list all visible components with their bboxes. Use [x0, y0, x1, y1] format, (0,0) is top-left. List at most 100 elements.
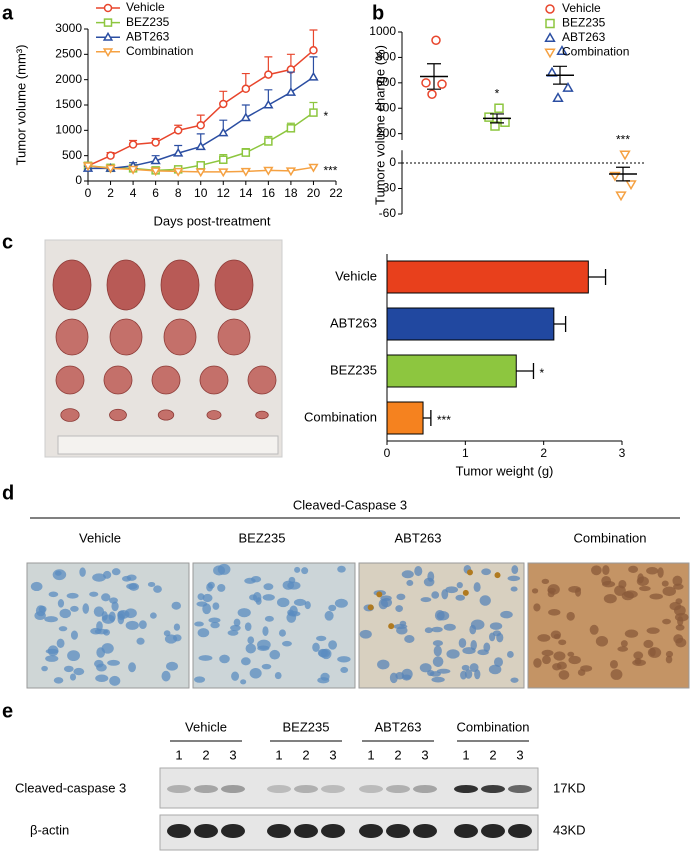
nucleus: [194, 676, 206, 683]
nucleus: [414, 565, 423, 577]
nucleus: [657, 567, 664, 578]
nucleus: [541, 649, 554, 657]
nucleus: [212, 602, 220, 610]
nucleus: [489, 632, 496, 642]
significance: *: [323, 109, 328, 123]
nucleus: [44, 616, 58, 623]
marker: [195, 168, 206, 178]
group-label: Vehicle: [185, 719, 227, 734]
band: [294, 785, 318, 793]
y-tick-label: -30: [379, 181, 397, 195]
nucleus: [318, 649, 331, 658]
nucleus: [94, 628, 109, 635]
y-tick-label: 1000: [55, 123, 82, 137]
nucleus: [603, 594, 617, 604]
x-axis-label: Tumor weight (g): [456, 463, 554, 478]
nucleus: [542, 655, 551, 665]
ruler: [57, 435, 279, 455]
nucleus: [213, 565, 226, 576]
nucleus: [241, 657, 251, 666]
panel-label: a: [2, 2, 14, 24]
nucleus: [441, 589, 449, 600]
band: [508, 785, 532, 793]
x-tick-label: 10: [194, 186, 208, 200]
nucleus: [227, 630, 239, 636]
nucleus: [96, 663, 107, 672]
marker: [102, 31, 114, 41]
nucleus: [628, 565, 639, 573]
marker: [195, 141, 206, 151]
y-tick-label: 2500: [55, 47, 82, 61]
y-tick-label: 0: [75, 173, 82, 187]
marker: [545, 18, 555, 29]
nucleus: [117, 613, 125, 625]
marker: [102, 48, 114, 58]
nucleus: [633, 651, 644, 660]
size-label: 43KD: [553, 822, 586, 837]
nucleus: [649, 647, 656, 657]
nucleus: [424, 627, 433, 634]
legend-label: BEZ235: [126, 15, 170, 29]
micrograph: [192, 562, 356, 689]
stain: [494, 572, 501, 579]
nucleus: [147, 581, 156, 587]
y-tick-label: Vehicle: [335, 268, 377, 283]
nucleus: [128, 662, 136, 673]
marker: [127, 165, 139, 175]
x-tick-label: 18: [284, 186, 298, 200]
nucleus: [48, 591, 59, 598]
marker: [285, 86, 297, 96]
nucleus: [328, 640, 338, 650]
nucleus: [610, 669, 623, 680]
nucleus: [510, 586, 518, 592]
nucleus: [233, 618, 241, 627]
nucleus: [567, 651, 575, 657]
nucleus: [620, 640, 628, 648]
marker: [82, 162, 94, 172]
nucleus: [445, 586, 459, 594]
nucleus: [547, 590, 555, 598]
marker: [431, 35, 441, 46]
marker: [308, 71, 319, 81]
x-tick-label: 12: [217, 186, 231, 200]
column-label: ABT263: [395, 530, 442, 545]
y-tick-label: 3000: [55, 21, 82, 35]
nucleus: [125, 620, 139, 630]
band: [294, 824, 318, 838]
nucleus: [340, 666, 349, 673]
nucleus: [312, 642, 320, 652]
lane-label: 1: [275, 747, 282, 762]
nucleus: [432, 656, 444, 667]
band: [321, 824, 345, 838]
marker: [437, 79, 447, 89]
nucleus: [230, 624, 241, 632]
marker: [545, 4, 555, 14]
nucleus: [59, 608, 72, 619]
band: [267, 824, 291, 838]
band: [359, 824, 383, 838]
marker: [500, 117, 510, 127]
y-tick-label: ABT263: [330, 315, 377, 330]
marker: [106, 151, 115, 160]
legend-label: Combination: [562, 45, 629, 59]
significance: ***: [323, 163, 337, 177]
x-tick-label: 3: [619, 446, 626, 460]
band: [167, 824, 191, 838]
nucleus: [558, 639, 567, 646]
nucleus: [150, 612, 157, 619]
nucleus: [462, 647, 476, 655]
nucleus: [172, 634, 182, 642]
marker: [421, 78, 431, 88]
nucleus: [431, 626, 443, 633]
stain: [466, 569, 473, 576]
nucleus: [541, 578, 550, 585]
nucleus: [506, 650, 514, 658]
nucleus: [219, 654, 230, 664]
y-axis-label: Tumore volume change (%): [372, 45, 387, 205]
nucleus: [464, 669, 473, 679]
nucleus: [247, 636, 255, 645]
nucleus: [56, 638, 65, 649]
nucleus: [57, 599, 65, 608]
nucleus: [443, 623, 456, 631]
nucleus: [198, 655, 213, 661]
